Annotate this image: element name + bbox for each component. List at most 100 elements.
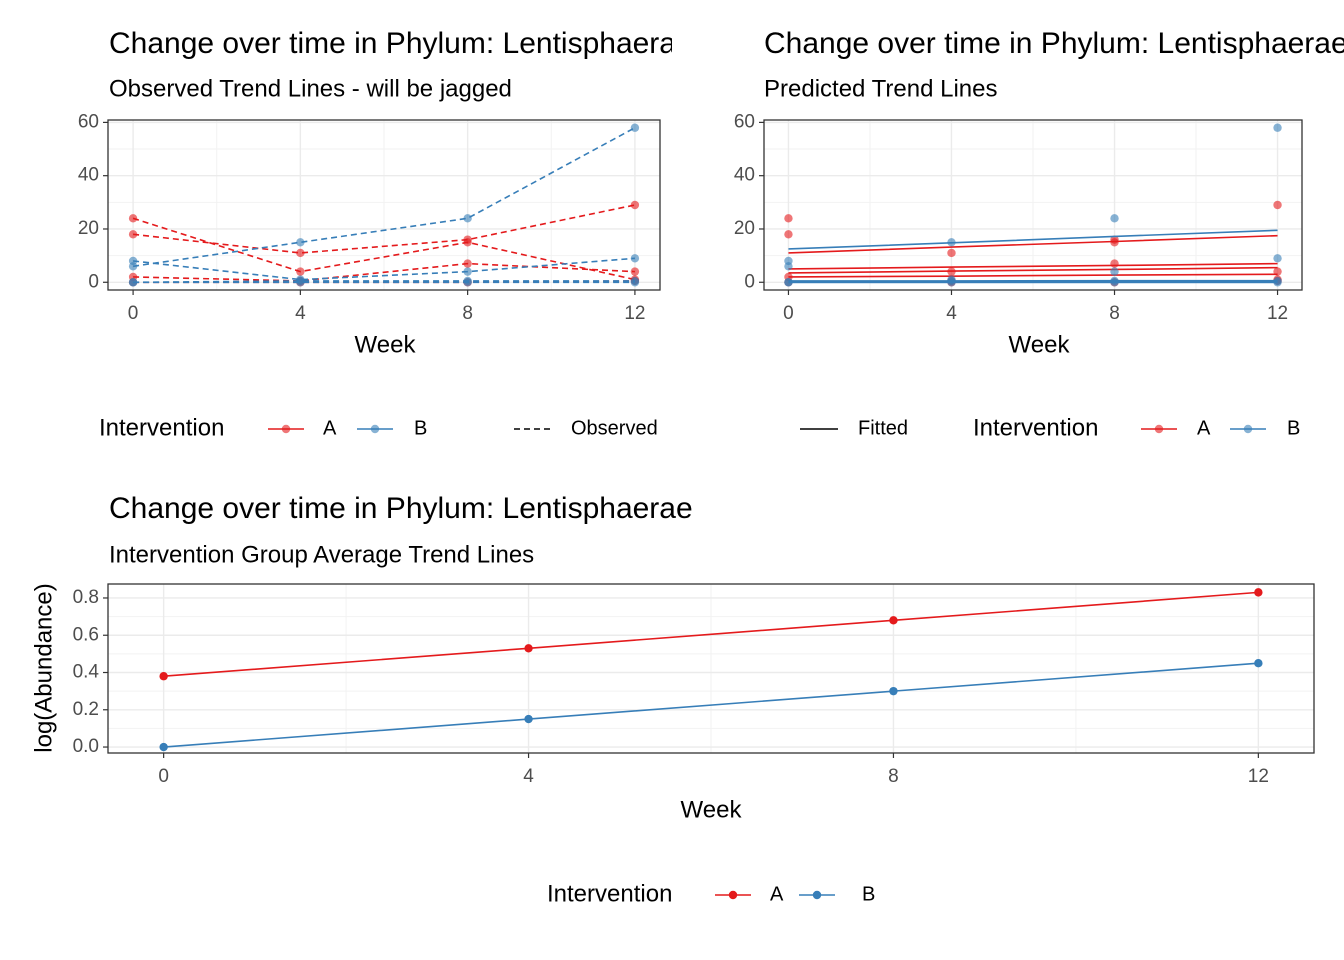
y-tick-label: 0.2 [73, 699, 99, 720]
data-point [296, 248, 305, 258]
data-point [159, 742, 168, 752]
data-point [524, 644, 533, 653]
trend-line [133, 262, 635, 282]
chart-title: Change over time in Phylum: Lentisphaera… [764, 27, 1344, 60]
data-point [630, 254, 640, 263]
y-tick-label: 0 [744, 271, 755, 292]
legend-label: B [414, 417, 427, 439]
panel-border [107, 583, 1315, 754]
data-point [889, 686, 898, 696]
data-point [630, 278, 640, 287]
data-point [1110, 259, 1119, 268]
legend-key-point [1154, 424, 1164, 434]
data-point [463, 235, 472, 244]
data-point [463, 259, 472, 268]
data-point [128, 230, 138, 239]
y-tick-label: 40 [734, 165, 755, 186]
trend-line [163, 662, 1259, 748]
x-tick-label: 8 [1109, 303, 1120, 324]
trend-line [133, 204, 636, 254]
legend-key-point [728, 890, 738, 900]
x-tick-label: 8 [462, 303, 473, 324]
data-point [1254, 588, 1263, 597]
data-point [630, 267, 640, 276]
panel-border [107, 119, 661, 291]
data-point [784, 214, 793, 223]
legend-label: B [862, 883, 875, 905]
y-tick-label: 60 [734, 111, 755, 132]
y-tick-label: 0.8 [73, 587, 99, 608]
data-point [1273, 200, 1282, 210]
legend-key-point [281, 424, 291, 434]
data-point [784, 256, 793, 266]
legend-label: Fitted [858, 417, 908, 439]
chart-subtitle: Observed Trend Lines - will be jagged [109, 75, 512, 102]
data-point [463, 214, 472, 223]
data-point [296, 267, 305, 276]
x-tick-label: 4 [295, 303, 306, 324]
trend-line [163, 591, 1259, 678]
data-point [128, 278, 138, 287]
y-tick-label: 40 [78, 165, 99, 186]
y-tick-label: 60 [78, 111, 99, 132]
y-tick-label: 0 [88, 271, 99, 292]
x-tick-label: 12 [1267, 303, 1288, 324]
y-tick-label: 20 [78, 218, 99, 239]
y-tick-label: 20 [734, 218, 755, 239]
y-tick-label: 0.4 [73, 662, 100, 683]
fitted-line [788, 229, 1278, 250]
chart-subtitle: Intervention Group Average Trend Lines [109, 541, 534, 568]
trend-line [132, 127, 636, 268]
data-point [463, 267, 472, 276]
x-axis-label: Week [355, 331, 417, 358]
x-tick-label: 12 [624, 303, 645, 324]
chart-panel: Change over time in Phylum: Lentisphaera… [78, 27, 693, 441]
y-tick-label: 0.6 [73, 624, 99, 645]
legend-label: A [770, 883, 784, 905]
legend-title: Intervention [973, 414, 1098, 441]
legend-key-point [370, 424, 380, 434]
chart-title: Change over time in Phylum: Lentisphaera… [109, 27, 693, 60]
legend-title: Intervention [99, 414, 224, 441]
data-point [159, 672, 168, 681]
legend-label: B [1287, 417, 1300, 439]
data-point [524, 714, 533, 724]
data-point [128, 256, 138, 266]
legend-label: A [1197, 417, 1211, 439]
x-tick-label: 12 [1248, 766, 1269, 787]
chart-panel: Change over time in Phylum: Lentisphaera… [734, 27, 1344, 441]
data-point [630, 123, 640, 132]
data-point [296, 238, 305, 247]
x-axis-label: Week [681, 796, 743, 823]
data-point [1273, 254, 1282, 263]
data-point [630, 200, 640, 210]
x-tick-label: 0 [783, 303, 794, 324]
data-point [128, 214, 138, 223]
fitted-line [788, 266, 1278, 274]
data-point [889, 616, 898, 625]
chart-subtitle: Predicted Trend Lines [764, 75, 997, 102]
legend-label: A [323, 417, 337, 439]
legend-key-point [1243, 424, 1253, 434]
panel-border [763, 119, 1303, 291]
x-tick-label: 4 [946, 303, 957, 324]
x-tick-label: 4 [523, 766, 534, 787]
trend-line [133, 257, 635, 281]
chart-panel: Change over time in Phylum: Lentisphaera… [30, 492, 1315, 907]
x-tick-label: 8 [888, 766, 899, 787]
x-tick-label: 0 [158, 766, 169, 787]
data-point [784, 230, 793, 239]
data-point [947, 248, 956, 258]
trend-line [132, 217, 636, 281]
x-tick-label: 0 [128, 303, 139, 324]
data-point [296, 278, 305, 287]
y-axis-label: log(Abundance) [30, 583, 57, 752]
data-point [1254, 658, 1263, 668]
fitted-line [788, 273, 1278, 278]
legend-label: Observed [571, 417, 658, 439]
legend-key-point [812, 890, 822, 900]
y-tick-label: 0.0 [73, 736, 99, 757]
data-point [463, 278, 472, 287]
chart-title: Change over time in Phylum: Lentisphaera… [109, 492, 693, 525]
